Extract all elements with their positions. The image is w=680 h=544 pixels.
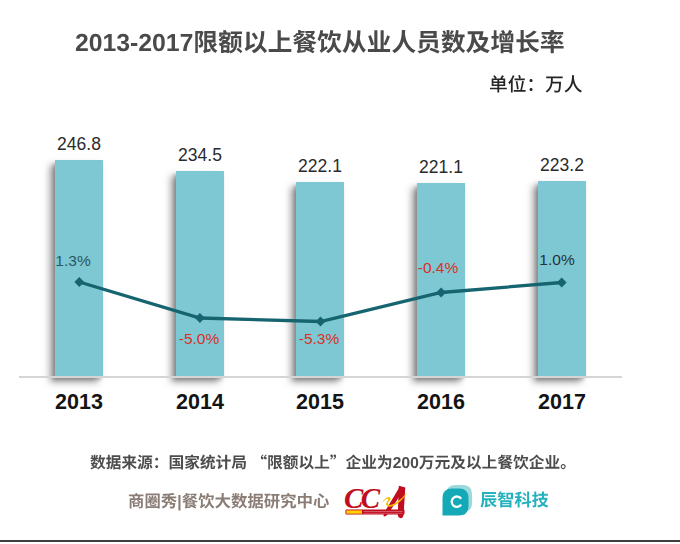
svg-text:CC: CC [344, 484, 381, 514]
